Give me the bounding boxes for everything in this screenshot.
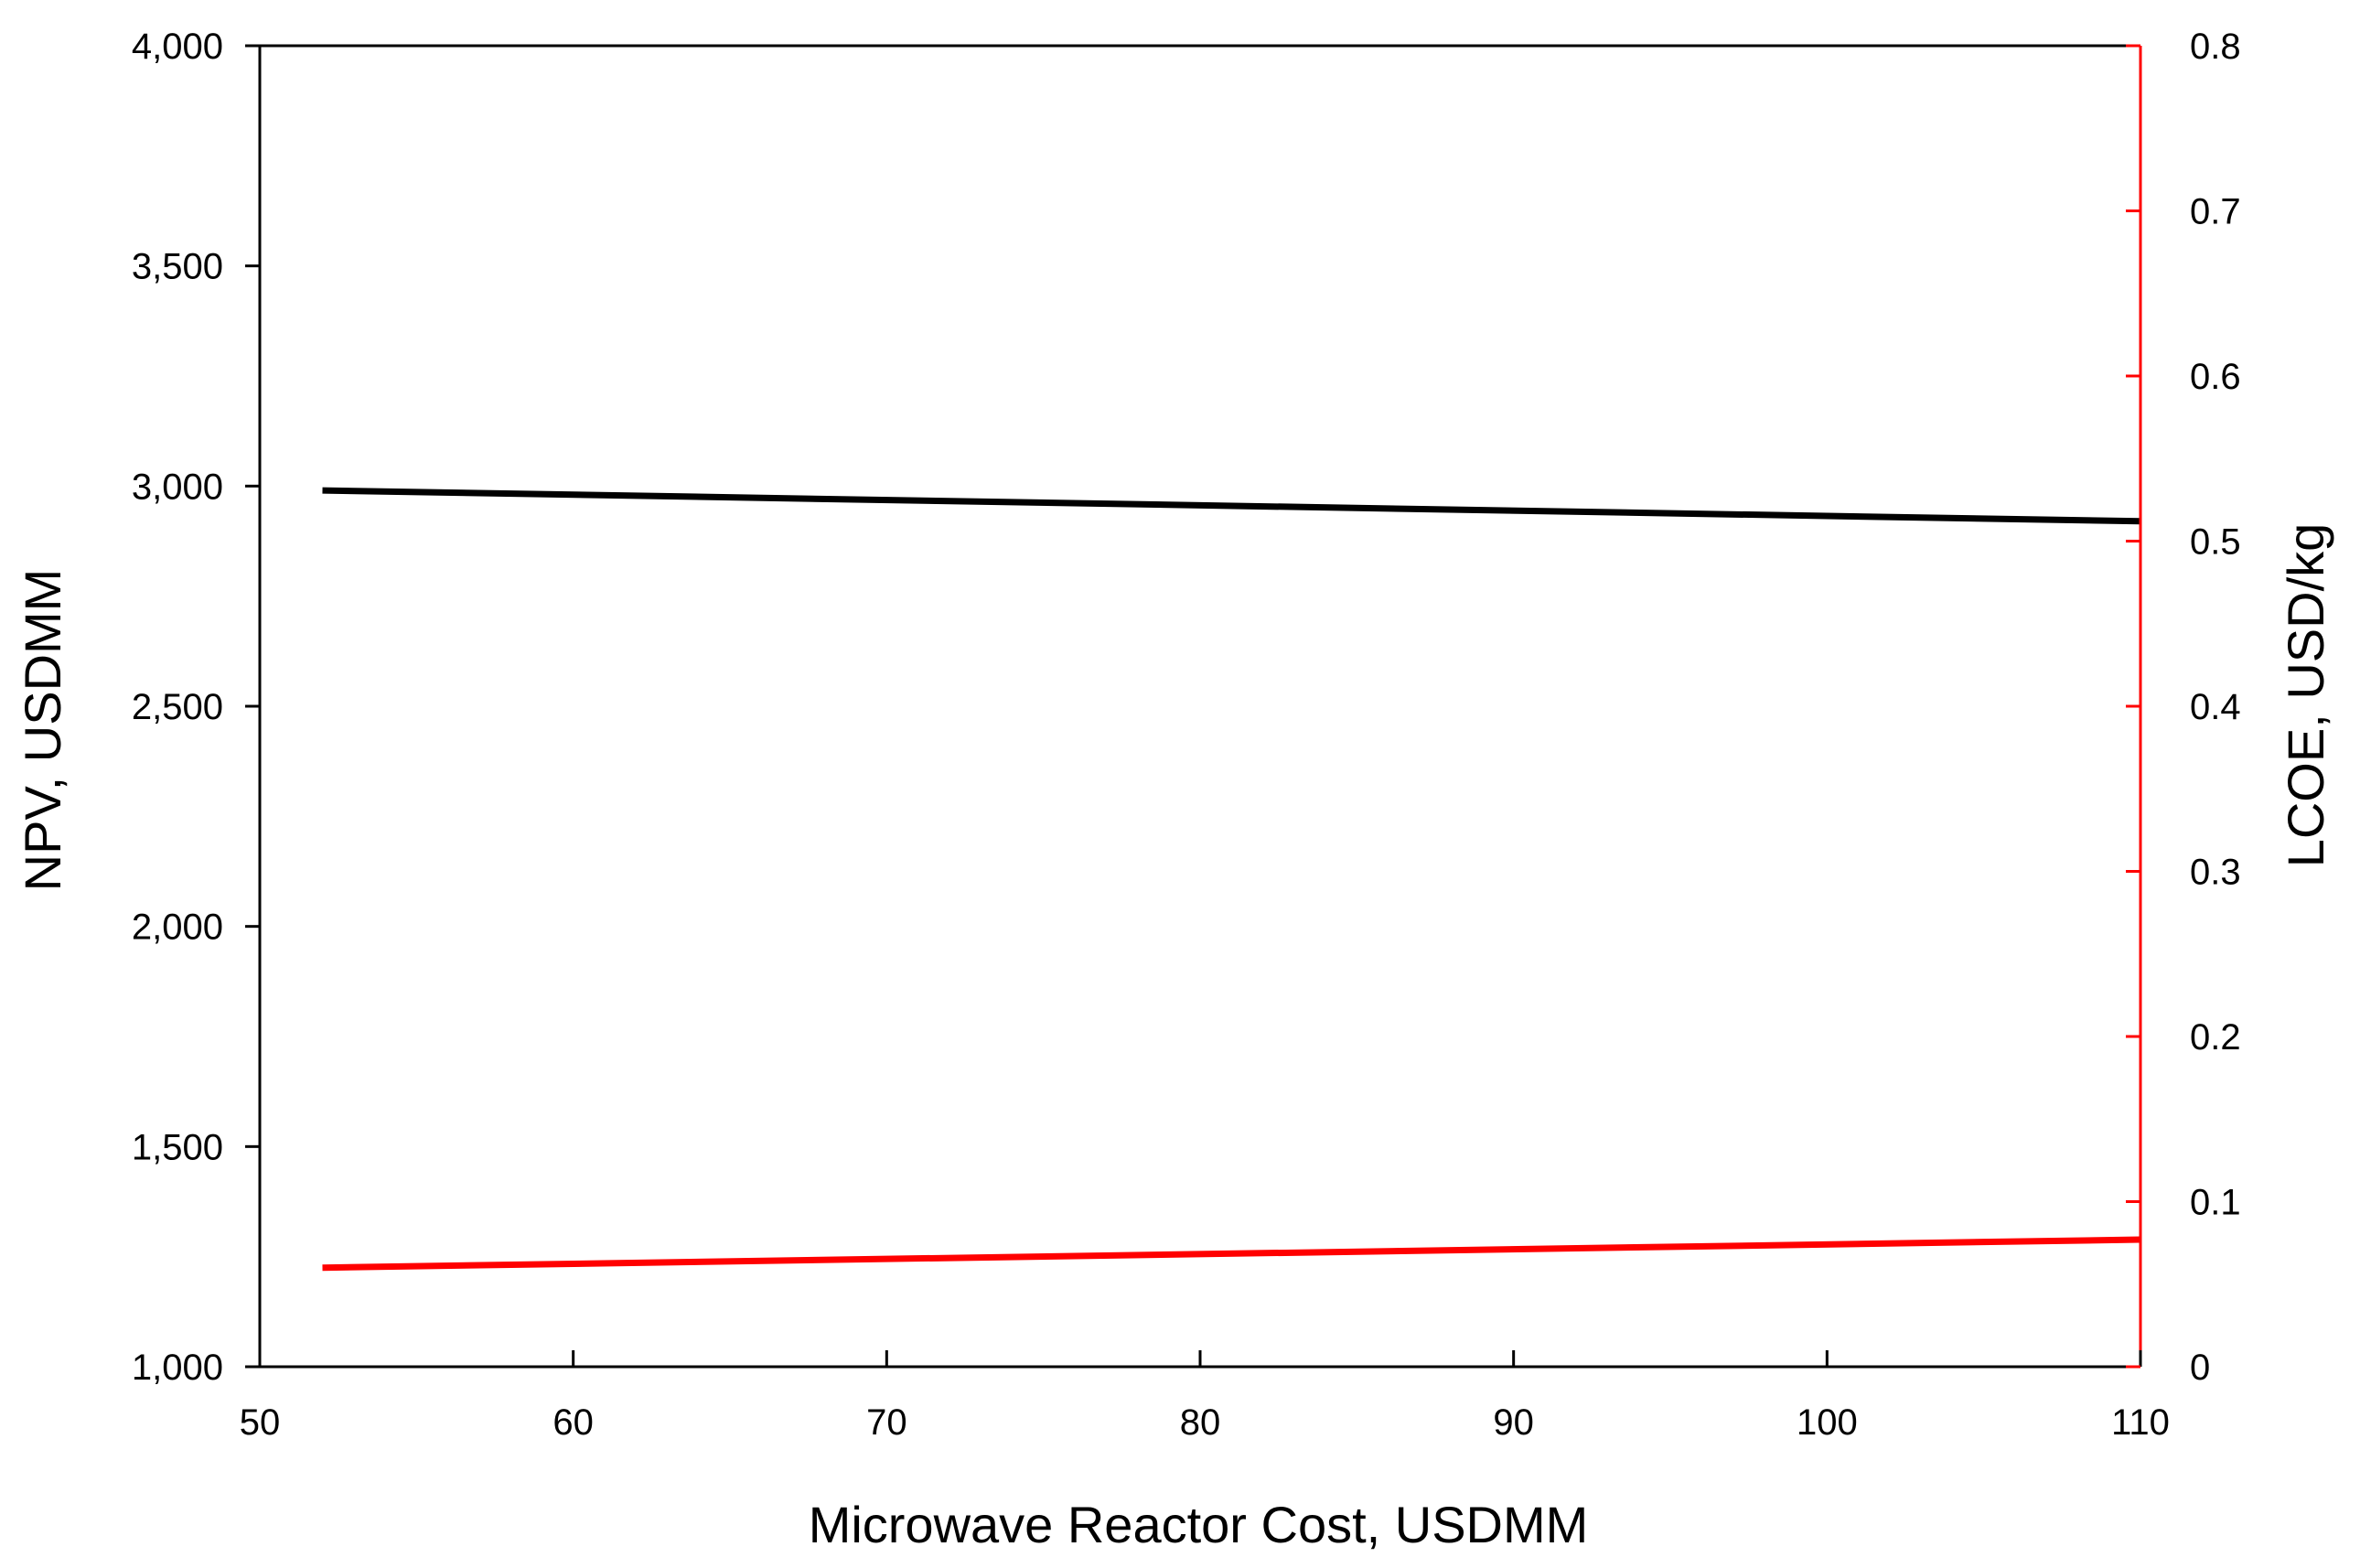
y-tick-label: 2,500 [132, 687, 223, 727]
y-axis-title: NPV, USDMM [14, 569, 71, 892]
y-tick-label: 1,500 [132, 1127, 223, 1167]
y2-tick-label: 0 [2190, 1348, 2210, 1388]
y-tick-label: 1,000 [132, 1348, 223, 1388]
y-tick-label: 2,000 [132, 908, 223, 948]
x-axis-title: Microwave Reactor Cost, USDMM [809, 1496, 1589, 1553]
x-tick-label: 50 [240, 1402, 281, 1443]
y-tick-label: 4,000 [132, 27, 223, 67]
x-tick-label: 60 [552, 1402, 594, 1443]
y2-tick-label: 0.2 [2190, 1017, 2241, 1058]
x-tick-label: 80 [1180, 1402, 1221, 1443]
y2-tick-label: 0.6 [2190, 357, 2241, 397]
labels-layer: 50 60 70 80 90 100 110 1,000 1,500 2,000 2,500 3,00… [132, 27, 2241, 1443]
y2-tick-label: 0.4 [2190, 687, 2241, 727]
y2-tick-label: 0.7 [2190, 192, 2241, 232]
x-tick-label: 100 [1797, 1402, 1858, 1443]
series-layer [322, 487, 2141, 1272]
y2-tick-label: 0.8 [2190, 27, 2241, 67]
y2-tick-label: 0.1 [2190, 1183, 2241, 1223]
axes-layer [245, 44, 2142, 1369]
y-tick-label: 3,500 [132, 247, 223, 287]
series-line-npv [322, 487, 2141, 525]
y-tick-label: 3,000 [132, 467, 223, 507]
y2-tick-label: 0.5 [2190, 522, 2241, 563]
x-tick-label: 70 [866, 1402, 907, 1443]
y2-tick-label: 0.3 [2190, 853, 2241, 893]
y2-axis-title: LCOE, USD/kg [2277, 523, 2334, 868]
x-tick-label: 90 [1493, 1402, 1534, 1443]
x-tick-label: 110 [2111, 1402, 2170, 1443]
series-line-lcoe [322, 1236, 2141, 1272]
